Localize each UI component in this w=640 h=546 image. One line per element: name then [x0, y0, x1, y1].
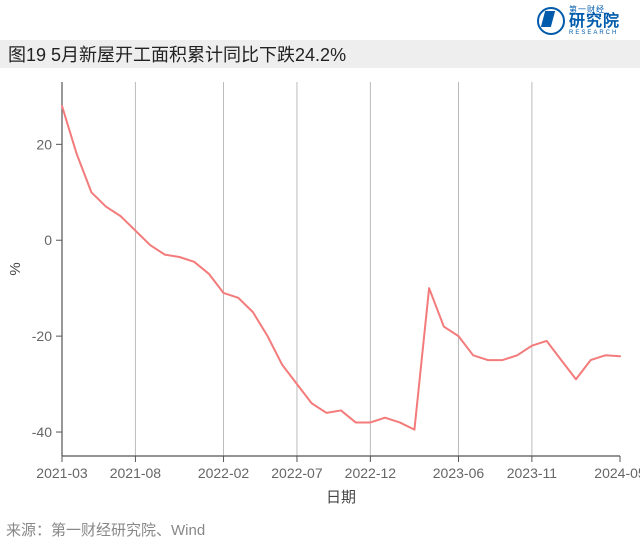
svg-text:2022-02: 2022-02 — [198, 465, 250, 481]
container: 第一财经 研究院 RESEARCH 图19 5月新屋开工面积累计同比下跌24.2… — [0, 0, 640, 546]
svg-text:2024-05: 2024-05 — [594, 465, 640, 481]
svg-text:-20: -20 — [32, 328, 52, 344]
line-chart: -40 -20 0 20 2021-03 2021-08 2022-02 2022-07 202… — [0, 68, 640, 518]
svg-text:2022-12: 2022-12 — [345, 465, 397, 481]
chart-title-bar: 图19 5月新屋开工面积累计同比下跌24.2% — [0, 40, 640, 68]
source-text: 来源：第一财经研究院、Wind — [6, 519, 205, 540]
svg-text:2023-11: 2023-11 — [507, 465, 558, 481]
svg-text:2023-06: 2023-06 — [433, 465, 485, 481]
svg-text:0: 0 — [44, 232, 52, 248]
logo-subtitle: RESEARCH — [569, 30, 620, 36]
svg-text:2022-07: 2022-07 — [271, 465, 323, 481]
chart-title: 图19 5月新屋开工面积累计同比下跌24.2% — [8, 41, 346, 67]
logo-icon — [537, 7, 565, 35]
svg-text:日期: 日期 — [326, 489, 356, 506]
logo-title: 研究院 — [569, 14, 620, 30]
svg-text:2021-08: 2021-08 — [110, 465, 162, 481]
svg-text:-40: -40 — [32, 424, 52, 440]
svg-text:%: % — [7, 262, 24, 275]
brand-logo: 第一财经 研究院 RESEARCH — [537, 6, 620, 36]
svg-text:20: 20 — [36, 136, 52, 152]
svg-text:2021-03: 2021-03 — [36, 465, 88, 481]
